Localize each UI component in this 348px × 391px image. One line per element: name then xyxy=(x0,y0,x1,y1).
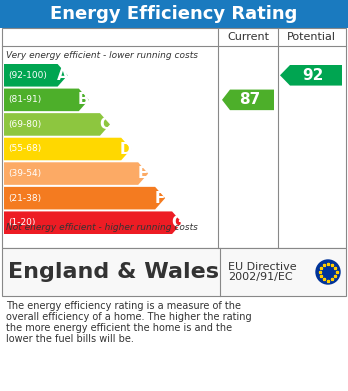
Text: Energy Efficiency Rating: Energy Efficiency Rating xyxy=(50,5,298,23)
Polygon shape xyxy=(4,162,148,185)
Bar xyxy=(0,0,348,28)
Text: A: A xyxy=(57,68,69,83)
Text: EU Directive: EU Directive xyxy=(228,262,296,272)
Text: (21-38): (21-38) xyxy=(8,194,41,203)
Text: (81-91): (81-91) xyxy=(8,95,41,104)
Text: 92: 92 xyxy=(302,68,324,83)
Text: (55-68): (55-68) xyxy=(8,145,41,154)
Text: England & Wales: England & Wales xyxy=(8,262,219,282)
Text: The energy efficiency rating is a measure of the: The energy efficiency rating is a measur… xyxy=(6,301,241,311)
Text: B: B xyxy=(78,92,90,108)
Text: Current: Current xyxy=(227,32,269,42)
Polygon shape xyxy=(4,89,89,111)
Polygon shape xyxy=(4,64,68,86)
Bar xyxy=(2,248,346,296)
Circle shape xyxy=(316,260,340,284)
Text: 87: 87 xyxy=(239,92,261,108)
Text: (39-54): (39-54) xyxy=(8,169,41,178)
Text: Very energy efficient - lower running costs: Very energy efficient - lower running co… xyxy=(6,51,198,60)
Text: (1-20): (1-20) xyxy=(8,218,35,227)
Polygon shape xyxy=(280,65,342,86)
Polygon shape xyxy=(4,187,165,210)
Text: C: C xyxy=(100,117,111,132)
Text: lower the fuel bills will be.: lower the fuel bills will be. xyxy=(6,334,134,344)
Text: E: E xyxy=(138,166,148,181)
Text: G: G xyxy=(171,215,183,230)
Text: Not energy efficient - higher running costs: Not energy efficient - higher running co… xyxy=(6,223,198,232)
Text: (69-80): (69-80) xyxy=(8,120,41,129)
Text: the more energy efficient the home is and the: the more energy efficient the home is an… xyxy=(6,323,232,333)
Text: Potential: Potential xyxy=(286,32,335,42)
Text: overall efficiency of a home. The higher the rating: overall efficiency of a home. The higher… xyxy=(6,312,252,322)
Polygon shape xyxy=(222,90,274,110)
Bar xyxy=(2,28,346,248)
Polygon shape xyxy=(4,138,131,160)
Text: 2002/91/EC: 2002/91/EC xyxy=(228,272,293,282)
Text: D: D xyxy=(120,142,133,156)
Text: F: F xyxy=(155,191,165,206)
Polygon shape xyxy=(4,113,110,136)
Polygon shape xyxy=(4,212,182,234)
Text: (92-100): (92-100) xyxy=(8,71,47,80)
